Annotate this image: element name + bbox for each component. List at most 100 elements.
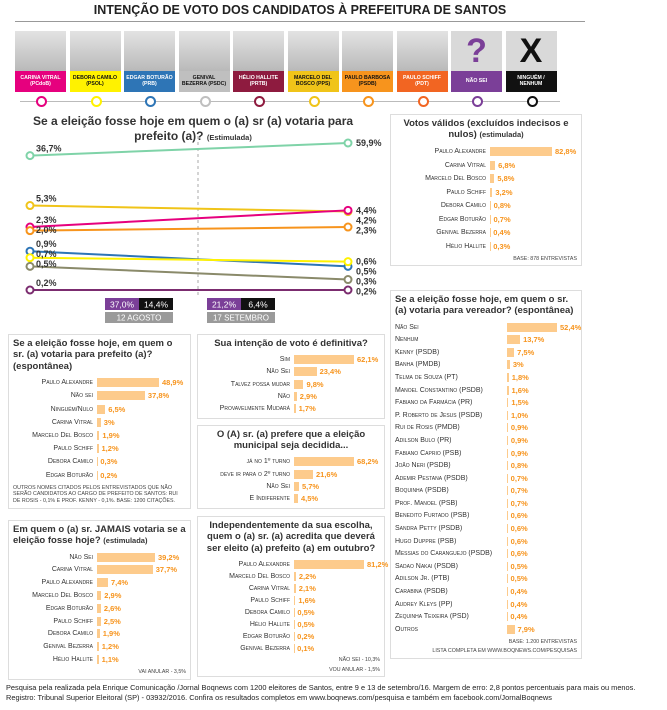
bar <box>97 404 106 414</box>
candidate-dot <box>90 96 102 107</box>
bar-row: Marcelo Del Bosco 2,2% <box>202 570 380 582</box>
value-label: 37,7% <box>155 565 178 575</box>
value-label: 0,6% <box>510 524 528 534</box>
value-label: 0,7% <box>493 214 511 224</box>
category-label: Hélio Hallite <box>249 620 290 628</box>
value-label: 59,9% <box>356 138 382 148</box>
bar-row: Debora Camilo 0,5% <box>202 606 380 618</box>
slope-dot <box>343 285 353 295</box>
bar <box>507 536 508 546</box>
bar <box>97 616 101 626</box>
candidate-rule <box>20 101 560 102</box>
chart-subtitle: (estimulada) <box>479 130 524 140</box>
category-label: Paulo Alexandre <box>41 379 93 387</box>
candidate: GENIVAL BEZERRA (PSDC) <box>178 31 230 92</box>
bar-row: Carina Vitral 6,8% <box>395 158 577 172</box>
bar <box>294 494 298 504</box>
category-label: Talvez possa mudar <box>230 380 290 388</box>
bar-panel: Se a eleição fosse hoje, em quem o sr. (… <box>390 290 582 659</box>
candidate-photo <box>124 31 175 71</box>
category-label: Fabiano Caprio (PSB) <box>395 449 462 457</box>
value-label: 0,4% <box>493 228 511 238</box>
candidate-label: CARINA VITRAL (PCdoB) <box>15 71 66 92</box>
bar-row: Edgar Boturão 2,6% <box>13 602 186 615</box>
bar <box>97 591 102 601</box>
value-label: 0,2% <box>356 287 377 297</box>
candidate-photo <box>342 31 393 71</box>
value-label: 1,5% <box>511 398 529 408</box>
bar-row: Hélio Hallite 1,1% <box>13 653 186 666</box>
value-label: 9,8% <box>306 379 324 389</box>
value-label: 1,2% <box>101 444 119 454</box>
bar-row: Paulo Alexandre 81,2% <box>202 558 388 570</box>
candidate-photo <box>233 31 284 71</box>
category-label: Edgar Boturão <box>45 471 93 479</box>
value-label: 0,5% <box>297 619 315 629</box>
value-label: 21,6% <box>316 469 338 479</box>
value-label: 5,7% <box>302 482 320 492</box>
candidate-label: DEBORA CAMILO (PSOL) <box>69 71 121 92</box>
value-label: 6,8% <box>498 160 516 170</box>
value-label: 0,3% <box>356 277 377 287</box>
category-label: Ninguém/Nulo <box>50 405 93 413</box>
chart-title: Independentemente da sua escolha, quem o… <box>202 520 380 554</box>
value-label: 1,2% <box>101 642 119 652</box>
chart-title-text: Independentemente da sua escolha, quem o… <box>206 520 376 554</box>
value-label: 0,5% <box>356 267 377 277</box>
bar-row: Edgar Boturão 0,2% <box>13 468 186 481</box>
candidate-dot <box>526 96 538 107</box>
candidate-label: NINGUÉM / NENHUM <box>505 71 557 92</box>
chart-subtitle: (Estimulada) <box>206 133 252 142</box>
category-label: Paulo Alexandre <box>434 148 486 156</box>
candidate: MARCELO DEL BOSCO (PPS) <box>287 31 339 92</box>
candidate-photo <box>287 31 339 71</box>
candidate-dot <box>199 96 211 107</box>
category-label: Paulo Alexandre <box>41 579 93 587</box>
bar-row: Hugo Duppre (PSB) 0,6% <box>395 535 577 548</box>
category-label: Ademir Pestana (PSDB) <box>395 474 468 482</box>
category-label: Edgar Boturão <box>242 632 290 640</box>
value-label: 0,4% <box>510 599 528 609</box>
bar <box>294 595 296 605</box>
value-label: 0,4% <box>510 612 528 622</box>
bar <box>294 391 297 401</box>
value-label: 0,2% <box>297 631 315 641</box>
bar-panel: Se a eleição fosse hoje, em quem o sr. (… <box>8 334 191 509</box>
bar <box>507 549 508 559</box>
bar <box>97 444 99 454</box>
bar-row: Manoel Constantino (PSDB) 1,6% <box>395 384 577 397</box>
category-label: Paulo Schiff <box>446 188 486 196</box>
candidate-dot <box>254 96 265 107</box>
bar-row: Não sei 37,8% <box>13 389 186 402</box>
bar-row: Carina Vitral 37,7% <box>13 564 186 577</box>
category-label: Boquinha (PSDB) <box>395 487 449 495</box>
bar <box>97 629 100 639</box>
value-label: 2,3% <box>356 225 377 235</box>
bar <box>507 524 508 534</box>
value-label: 0,5% <box>297 607 315 617</box>
x-label: 17 SETEMBRO <box>213 314 269 323</box>
candidate-photo <box>178 31 230 71</box>
candidate-dot <box>417 96 429 107</box>
chart-title-text: Se a eleição fosse hoje em quem o (a) sr… <box>32 114 354 143</box>
bar-row: Fabiano Caprio (PSB) 0,9% <box>395 447 577 460</box>
candidate: PAULO SCHIFF (PDT) <box>396 31 448 92</box>
value-label: 1,8% <box>511 372 529 382</box>
date-box <box>105 312 173 323</box>
slope-dot <box>343 275 353 285</box>
bar-row: Não 2,9% <box>202 390 380 402</box>
slope-line <box>29 265 349 281</box>
bar <box>294 482 299 492</box>
category-label: Não Sei <box>266 483 290 491</box>
chart-title-text: Votos válidos (excluídos indecisos e nul… <box>403 118 569 141</box>
category-label: Kenny (PSDB) <box>395 348 440 356</box>
bar <box>490 174 495 184</box>
value-label: 0,7% <box>510 498 528 508</box>
bar-row: É Indiferente 4,5% <box>202 493 380 505</box>
value-label: 0,7% <box>510 486 528 496</box>
bar-row: Edgar Boturão 0,2% <box>202 630 380 642</box>
bar-row: Debora Camilo 0,3% <box>13 455 186 468</box>
value-label: 0,5% <box>510 561 528 571</box>
bar-row: Hélio Hallite 0,5% <box>202 618 380 630</box>
